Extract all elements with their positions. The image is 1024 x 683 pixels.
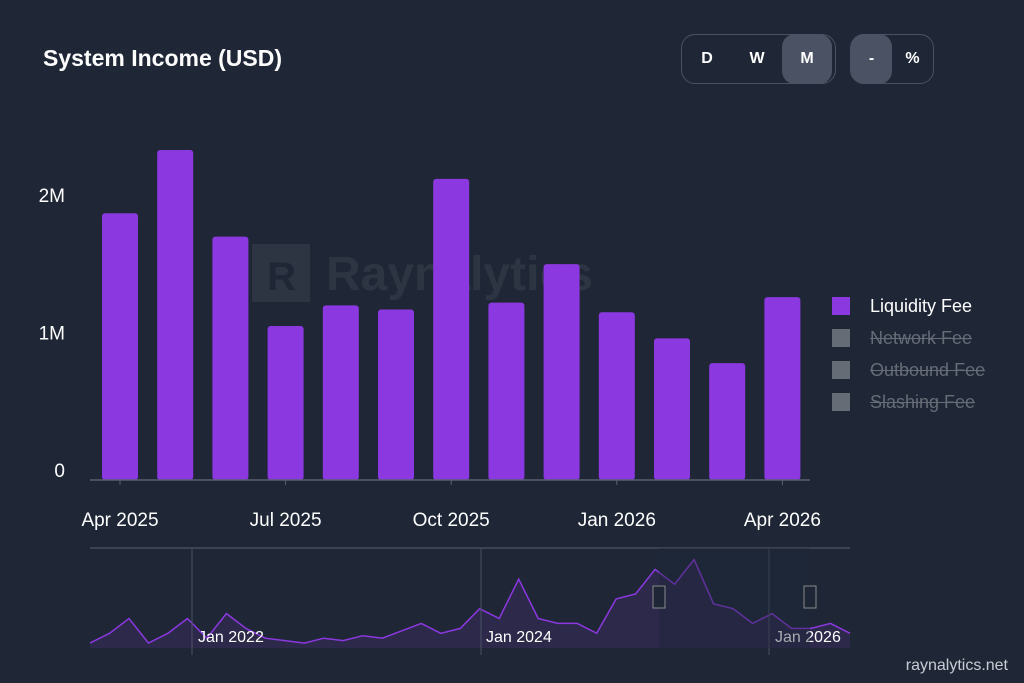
legend-label: Slashing Fee [870, 391, 976, 412]
y-tick-label: 1M [39, 324, 65, 345]
bar-aug-2025[interactable] [322, 305, 359, 480]
legend-item-liquidity-fee[interactable]: Liquidity Fee [832, 290, 985, 322]
x-tick-label: Jul 2025 [250, 510, 322, 531]
bar-sep-2025[interactable] [378, 309, 414, 481]
navigator-tick-label: Jan 2024 [486, 629, 552, 646]
x-tick-label: Jan 2026 [578, 510, 656, 531]
bar-apr-2026[interactable] [764, 297, 801, 480]
bar-dec-2025[interactable] [543, 264, 580, 480]
bar-mar-2026[interactable] [709, 363, 746, 480]
legend-swatch [832, 297, 850, 315]
mode-button-absolute[interactable]: - [851, 34, 892, 84]
legend: Liquidity Fee Network Fee Outbound Fee Slas… [832, 290, 985, 418]
y-tick-label: 2M [39, 186, 65, 207]
legend-label: Network Fee [870, 327, 973, 348]
bar-jan-2026[interactable] [598, 312, 635, 480]
navigator-area [90, 559, 850, 648]
navigator-tick-label: Jan 2026 [775, 629, 841, 646]
footer-site[interactable]: raynalytics.net [905, 657, 1008, 674]
watermark-logo-letter: R [267, 255, 296, 299]
period-button-week[interactable]: W [749, 50, 765, 67]
x-tick-label: Apr 2026 [744, 510, 821, 531]
navigator-tick-label: Jan 2022 [198, 629, 264, 646]
watermark-logo-icon [252, 244, 310, 302]
chart-title: System Income (USD) [43, 45, 283, 71]
period-toggle: D W M [681, 34, 836, 84]
legend-item-outbound-fee[interactable]: Outbound Fee [832, 354, 985, 386]
navigator-handle[interactable] [652, 585, 666, 609]
x-tick-label: Apr 2025 [81, 510, 158, 531]
mode-toggle: - % [850, 34, 934, 84]
bar-jul-2025[interactable] [267, 326, 304, 480]
legend-label: Outbound Fee [870, 359, 986, 380]
period-button-month[interactable]: M [782, 34, 832, 84]
bar-jun-2025[interactable] [212, 236, 249, 480]
bar-nov-2025[interactable] [488, 302, 525, 480]
bar-oct-2025[interactable] [433, 178, 470, 480]
legend-swatch [832, 361, 850, 379]
bar-feb-2026[interactable] [654, 338, 690, 480]
navigator[interactable]: Jan 2022 Jan 2024 Jan 2026 [89, 547, 851, 655]
y-tick-label: 0 [54, 461, 65, 482]
period-button-day[interactable]: D [701, 50, 713, 67]
bar-apr-2025[interactable] [102, 213, 138, 480]
legend-swatch [832, 393, 850, 411]
mode-button-percent[interactable]: % [905, 50, 920, 67]
legend-label: Liquidity Fee [870, 295, 973, 316]
navigator-handle[interactable] [803, 585, 817, 609]
legend-swatch [832, 329, 850, 347]
x-tick-label: Oct 2025 [413, 510, 490, 531]
bar-may-2025[interactable] [157, 150, 194, 480]
legend-item-network-fee[interactable]: Network Fee [832, 322, 985, 354]
navigator-line [89, 558, 851, 645]
legend-item-slashing-fee[interactable]: Slashing Fee [832, 386, 985, 418]
navigator-selection[interactable] [659, 548, 810, 648]
